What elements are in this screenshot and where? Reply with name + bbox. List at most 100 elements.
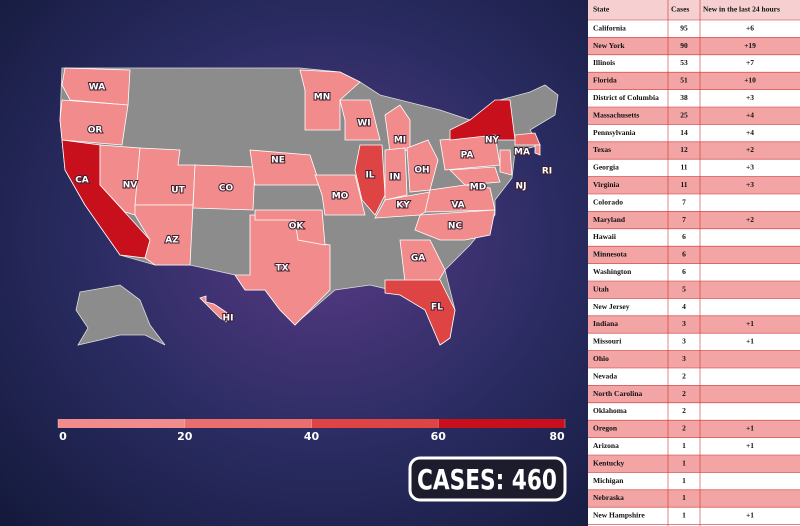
new-cases: +2 (746, 145, 754, 154)
row-shade (588, 420, 800, 438)
state-name: Hawaii (593, 232, 616, 241)
state-name: Illinois (593, 58, 615, 67)
state-label: NJ (516, 182, 527, 192)
state-name: Nebraska (593, 493, 624, 502)
case-count: 6 (682, 267, 686, 276)
row-shade (588, 176, 800, 194)
alaska (75, 284, 166, 346)
row-shade (588, 298, 800, 316)
row-shade (588, 124, 800, 142)
state-label: MN (314, 93, 331, 103)
row-shade (588, 194, 800, 212)
case-count: 1 (682, 476, 686, 485)
state-shapes (59, 67, 541, 346)
case-count: 90 (680, 41, 688, 50)
case-count: 12 (680, 145, 688, 154)
row-shade (588, 507, 800, 525)
state-label: IN (390, 173, 401, 183)
case-count: 2 (682, 371, 686, 380)
case-count: 7 (682, 215, 686, 224)
state-name: California (593, 23, 626, 32)
state-label: MO (332, 192, 349, 202)
state-name: Pennsylvania (593, 128, 636, 137)
case-count: 11 (680, 163, 687, 172)
state-label: HI (223, 314, 234, 324)
case-count: 1 (682, 493, 686, 502)
case-count: 25 (680, 110, 688, 119)
state-label: RI (542, 167, 552, 177)
row-shade (588, 333, 800, 351)
us-map: WA OR CA NV UT AZ CO MN WI MI IL IN OH KY PA NY MA RI NJ MD… (59, 67, 559, 346)
state-name: Utah (593, 284, 610, 293)
case-count: 3 (682, 337, 686, 346)
state-name: Maryland (593, 215, 626, 224)
row-shade (588, 89, 800, 107)
row-shade (588, 455, 800, 473)
state-label: KY (396, 201, 410, 211)
case-count: 11 (680, 180, 687, 189)
state-label: CA (75, 176, 89, 186)
new-cases: +1 (746, 319, 754, 328)
state (314, 174, 366, 216)
new-cases: +1 (746, 441, 754, 450)
header-row (588, 0, 800, 20)
state (414, 209, 496, 241)
state (134, 204, 194, 266)
header-cell: State (593, 5, 610, 14)
state-name: Michigan (593, 476, 624, 485)
state-label: MD (470, 183, 486, 193)
case-count: 2 (682, 424, 686, 433)
state-name: New York (593, 41, 625, 50)
state (499, 149, 513, 176)
case-count: 1 (682, 441, 686, 450)
total-frame (408, 456, 567, 502)
state-label: NE (271, 156, 285, 166)
case-count: 7 (682, 197, 686, 206)
state-name: Nevada (593, 371, 617, 380)
case-count: 51 (680, 76, 688, 85)
state-label: VA (451, 201, 464, 211)
color-scale: 0 20 40 60 80 (57, 419, 566, 443)
state-name: Ohio (593, 354, 609, 363)
state-label: AZ (165, 236, 179, 246)
state-label: TX (275, 264, 288, 274)
state-name: Virginia (593, 180, 620, 189)
state (449, 166, 501, 186)
state-label: FL (431, 303, 443, 313)
row-shade (588, 228, 800, 247)
row-shade (588, 315, 800, 334)
state-name: Missouri (593, 337, 621, 346)
new-cases: +1 (746, 424, 754, 433)
new-cases: +4 (746, 128, 754, 137)
state (299, 69, 361, 131)
state (384, 104, 411, 153)
state-label: UT (171, 186, 185, 196)
state-name: Oklahoma (593, 406, 627, 415)
state-name: North Carolina (593, 389, 642, 398)
new-cases: +4 (746, 110, 754, 119)
state-label: MA (514, 148, 530, 158)
new-cases: +2 (746, 215, 754, 224)
state-name: Colorado (593, 197, 623, 206)
case-count: 53 (680, 58, 688, 67)
new-cases: +1 (746, 511, 754, 520)
row-shade (588, 402, 800, 421)
state-label: OK (289, 222, 305, 232)
state-label: IL (365, 171, 374, 181)
scale-label: 40 (304, 430, 320, 443)
row-shade (588, 20, 800, 38)
state (399, 239, 446, 283)
row-shade (588, 107, 800, 125)
state-label: CO (219, 184, 234, 194)
state-name: Arizona (593, 441, 619, 450)
state-label: NC (448, 222, 463, 232)
state-name: Kentucky (593, 458, 625, 467)
row-shade (588, 37, 800, 55)
state-label: OR (88, 126, 103, 136)
case-count: 1 (682, 458, 686, 467)
row-shade (588, 281, 800, 299)
row-shade (588, 246, 800, 264)
row-shade (588, 54, 800, 73)
state (339, 99, 381, 141)
scale-label: 80 (549, 430, 565, 443)
